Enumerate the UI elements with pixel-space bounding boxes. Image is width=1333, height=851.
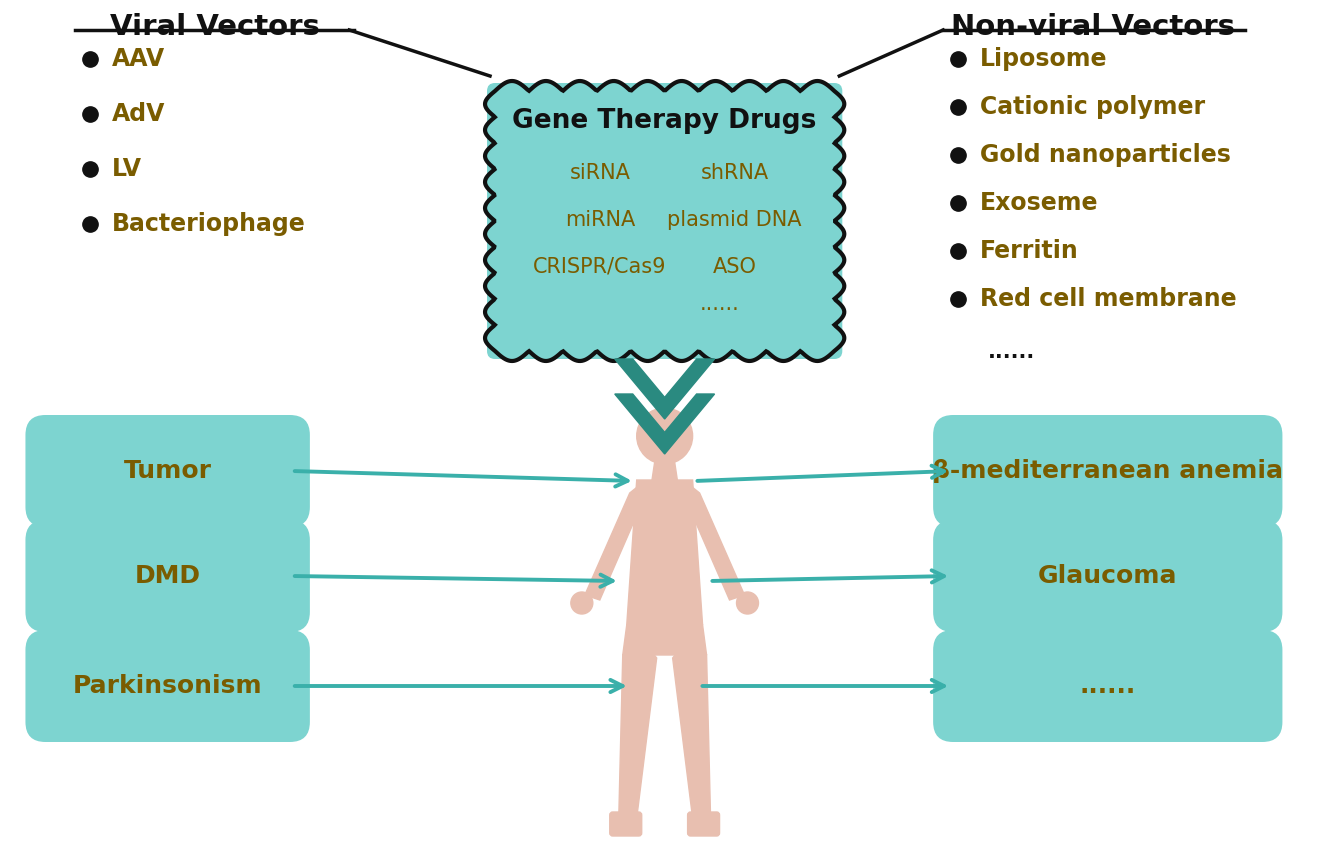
Text: Viral Vectors: Viral Vectors xyxy=(109,13,320,41)
Text: plasmid DNA: plasmid DNA xyxy=(668,210,801,230)
Polygon shape xyxy=(619,653,657,818)
Text: Gene Therapy Drugs: Gene Therapy Drugs xyxy=(512,108,817,134)
Text: Exoseme: Exoseme xyxy=(980,191,1098,215)
Text: LV: LV xyxy=(112,157,141,181)
Text: Liposome: Liposome xyxy=(980,47,1108,71)
Text: siRNA: siRNA xyxy=(569,163,631,183)
Text: AdV: AdV xyxy=(112,102,165,126)
Text: Non-viral Vectors: Non-viral Vectors xyxy=(950,13,1234,41)
Text: β-mediterranean anemia: β-mediterranean anemia xyxy=(932,459,1284,483)
Text: Bacteriophage: Bacteriophage xyxy=(112,212,305,236)
Circle shape xyxy=(737,592,758,614)
Circle shape xyxy=(637,408,693,464)
Polygon shape xyxy=(615,394,714,454)
Polygon shape xyxy=(627,480,702,625)
Text: ......: ...... xyxy=(1080,674,1136,698)
FancyBboxPatch shape xyxy=(688,812,720,836)
Polygon shape xyxy=(673,653,710,818)
FancyBboxPatch shape xyxy=(933,630,1282,742)
PathPatch shape xyxy=(485,81,844,361)
FancyBboxPatch shape xyxy=(933,520,1282,632)
FancyBboxPatch shape xyxy=(25,520,309,632)
Polygon shape xyxy=(652,462,677,482)
Text: Tumor: Tumor xyxy=(124,459,212,483)
Text: miRNA: miRNA xyxy=(565,210,635,230)
Text: Gold nanoparticles: Gold nanoparticles xyxy=(980,143,1230,167)
FancyBboxPatch shape xyxy=(609,812,641,836)
FancyBboxPatch shape xyxy=(25,630,309,742)
Polygon shape xyxy=(615,359,714,419)
Text: Glaucoma: Glaucoma xyxy=(1038,564,1177,588)
Text: ......: ...... xyxy=(988,342,1036,362)
Text: CRISPR/Cas9: CRISPR/Cas9 xyxy=(533,257,666,277)
FancyBboxPatch shape xyxy=(933,415,1282,527)
Text: Red cell membrane: Red cell membrane xyxy=(980,287,1237,311)
Text: Cationic polymer: Cationic polymer xyxy=(980,95,1205,119)
Polygon shape xyxy=(585,485,645,600)
Text: Parkinsonism: Parkinsonism xyxy=(73,674,263,698)
Text: ......: ...... xyxy=(700,294,740,314)
Text: ASO: ASO xyxy=(713,257,756,277)
Polygon shape xyxy=(623,625,706,655)
Circle shape xyxy=(571,592,593,614)
Text: AAV: AAV xyxy=(112,47,165,71)
FancyBboxPatch shape xyxy=(25,415,309,527)
FancyBboxPatch shape xyxy=(487,83,842,359)
Text: shRNA: shRNA xyxy=(700,163,769,183)
Text: DMD: DMD xyxy=(135,564,201,588)
Polygon shape xyxy=(685,485,745,600)
Text: Ferritin: Ferritin xyxy=(980,239,1078,263)
